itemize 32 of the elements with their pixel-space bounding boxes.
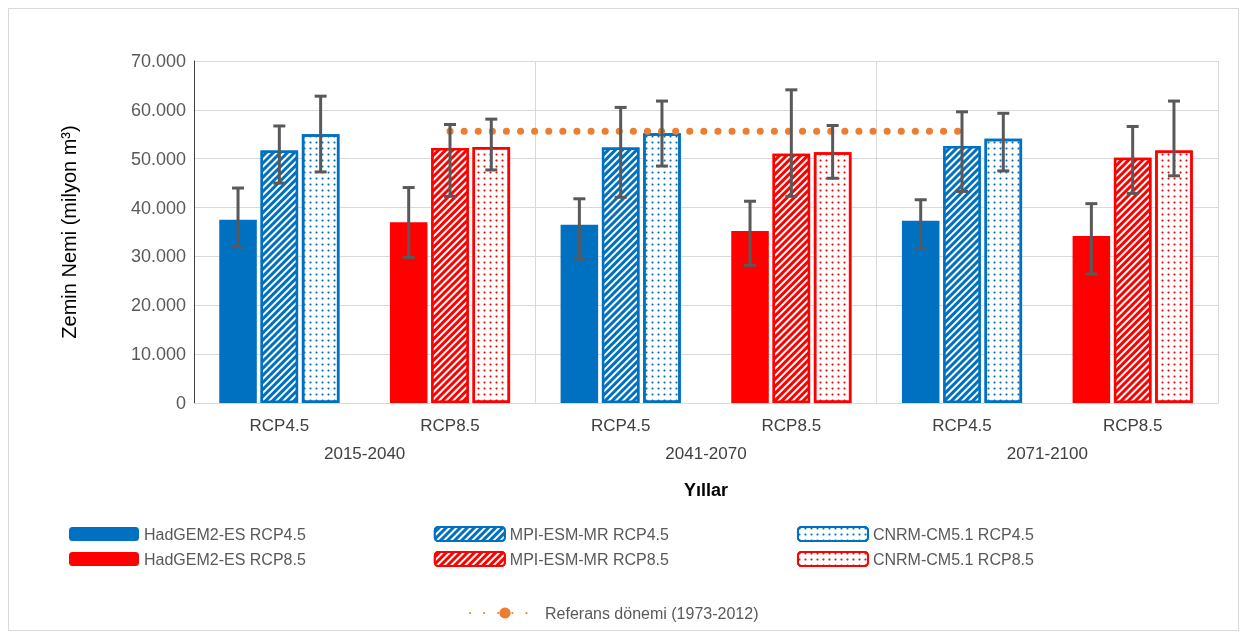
x-axis-title: Yıllar [683, 480, 729, 500]
x-tick-label: RCP8.5 [420, 416, 480, 435]
bar [389, 222, 428, 403]
y-tick-label: 40.000 [130, 197, 186, 218]
bar [560, 224, 599, 403]
legend-label: CNRM-CM5.1 RCP4.5 [872, 525, 1034, 543]
bar [219, 219, 257, 403]
y-tick-label: 20.000 [130, 295, 186, 316]
legend-label: CNRM-CM5.1 RCP8.5 [872, 550, 1034, 568]
y-tick-label: 70.000 [130, 51, 186, 71]
y-tick-label: 50.000 [130, 148, 186, 169]
x-tick-label: RCP8.5 [1102, 416, 1163, 435]
y-tick-label: 60.000 [130, 99, 186, 120]
text: 2071-2100 [1006, 444, 1088, 463]
y-tick-label: 10.000 [130, 344, 186, 365]
bar [1072, 235, 1111, 403]
legend-label: MPI-ESM-MR RCP8.5 [509, 550, 670, 568]
legend-label: Referans dönemi (1973-2012) [545, 604, 759, 622]
x-tick-label: RCP4.5 [590, 416, 651, 435]
legend-label: HadGEM2-ES RCP4.5 [144, 525, 306, 543]
legend-label: MPI-ESM-MR RCP4.5 [509, 525, 670, 543]
x-tick-label: RCP8.5 [761, 416, 822, 435]
text: 2041-2070 [665, 444, 747, 463]
x-tick-label: RCP4.5 [249, 416, 310, 435]
y-tick-label: 0 [175, 393, 186, 413]
text: 2015-2040 [324, 444, 406, 463]
y-tick-label: 30.000 [130, 246, 186, 267]
bar [901, 220, 940, 403]
bar [731, 231, 769, 403]
x-tick-label: RCP4.5 [932, 416, 992, 435]
legend-label: HadGEM2-ES RCP8.5 [144, 550, 306, 568]
y-axis-title: Zemin Nemi (milyon m³) [58, 125, 80, 339]
